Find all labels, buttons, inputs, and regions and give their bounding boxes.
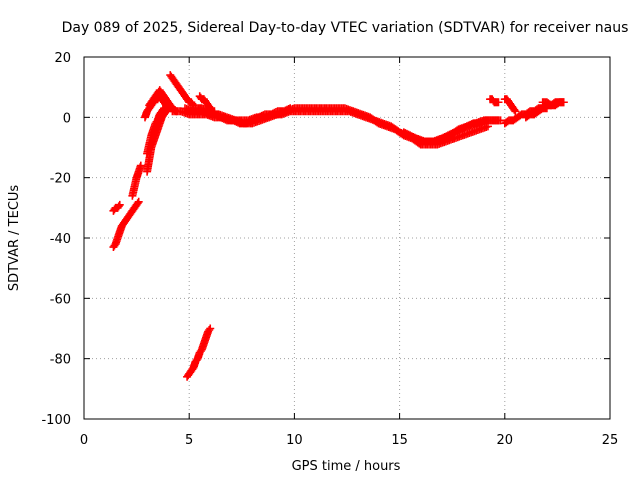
data-point [494,98,503,107]
y-axis-label: SDTVAR / TECUs [7,185,22,292]
y-tick-label: 20 [54,51,71,66]
x-tick-label: 15 [391,433,408,448]
x-tick-label: 0 [80,433,88,448]
data-point [510,105,519,114]
axis-ticks: 0 5 10 15 20 25 -100 -80 -60 -40 -20 0 20 [41,51,618,448]
x-tick-label: 5 [185,433,193,448]
data-point [114,202,123,211]
x-axis-label: GPS time / hours [292,459,401,474]
data-point [167,102,176,111]
data-point [210,107,219,116]
data-point [134,197,143,206]
data-point [115,200,124,209]
y-tick-label: -40 [50,232,71,247]
data-point [206,324,215,333]
x-tick-label: 20 [497,433,514,448]
data-markers [109,71,568,381]
chart-title: Day 089 of 2025, Sidereal Day-to-day VTE… [62,20,629,36]
y-tick-label: -80 [50,353,71,368]
data-point [511,107,520,116]
y-tick-label: -100 [41,413,71,428]
data-point [494,116,503,125]
data-point [205,326,214,335]
data-point [286,104,295,113]
data-point [133,199,142,208]
y-tick-label: -20 [50,172,71,187]
y-tick-label: 0 [63,111,71,126]
data-point [559,98,568,107]
data-point [136,161,145,170]
x-tick-label: 10 [286,433,303,448]
x-tick-label: 25 [602,433,619,448]
y-tick-label: -60 [50,292,71,307]
